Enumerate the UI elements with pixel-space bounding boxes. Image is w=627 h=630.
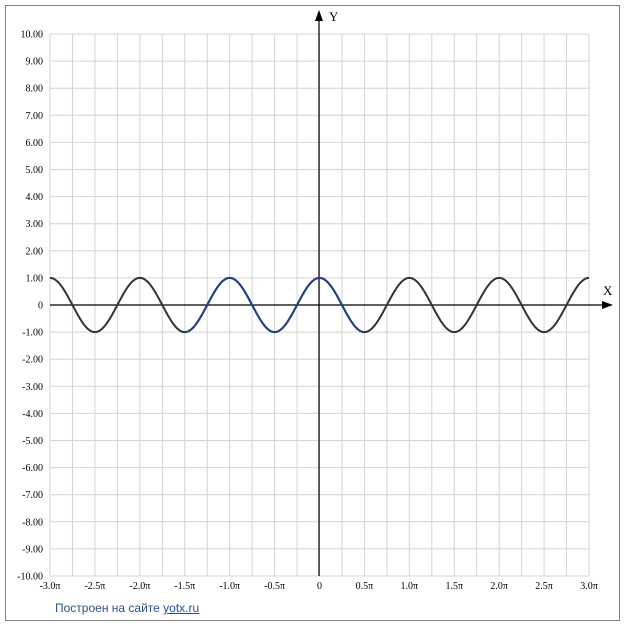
x-tick-label: 2.0π xyxy=(490,581,508,592)
y-tick-label: 5.00 xyxy=(26,165,44,176)
x-tick-label: 1.0π xyxy=(401,581,419,592)
y-tick-label: 7.00 xyxy=(26,111,44,122)
x-tick-label: 2.5π xyxy=(535,581,553,592)
credit-link[interactable]: yotx.ru xyxy=(163,601,200,615)
chart-plot: Y X 10.00 9.00 8.00 7.00 6.00 5.00 4.00 3.00 2.00 1… xyxy=(17,9,613,592)
y-axis-label: Y xyxy=(329,9,339,24)
series-line-highlight xyxy=(184,276,365,334)
y-tick-label: 9.00 xyxy=(26,57,44,68)
y-tick-label: -3.00 xyxy=(22,382,43,393)
y-tick-label: -5.00 xyxy=(22,436,43,447)
y-tick-label: -8.00 xyxy=(22,517,43,528)
x-tick-label: -2.0π xyxy=(129,581,150,592)
x-axis-label: X xyxy=(603,283,613,298)
x-tick-label: -1.0π xyxy=(219,581,240,592)
y-tick-label: -2.00 xyxy=(22,355,43,366)
y-tick-label: 8.00 xyxy=(26,84,44,95)
y-axis-arrow xyxy=(315,10,323,21)
y-tick-label: -6.00 xyxy=(22,463,43,474)
x-axis-arrow xyxy=(602,301,613,309)
credit-line: Построен на сайте yotx.ru xyxy=(55,601,199,615)
y-tick-label: 2.00 xyxy=(26,246,44,257)
credit-text: Построен на сайте xyxy=(55,601,164,615)
y-tick-label: -7.00 xyxy=(22,490,43,501)
y-tick-label: 6.00 xyxy=(26,138,44,149)
x-tick-label: -0.5π xyxy=(264,581,285,592)
x-tick-label: -1.5π xyxy=(174,581,195,592)
x-tick-label: -2.5π xyxy=(84,581,105,592)
y-tick-label: -1.00 xyxy=(22,328,43,339)
x-tick-label: 0 xyxy=(317,581,322,592)
y-tick-label: -9.00 xyxy=(22,544,43,555)
y-tick-label: 10.00 xyxy=(21,30,44,41)
y-tick-label: 3.00 xyxy=(26,219,44,230)
x-tick-label: 1.5π xyxy=(445,581,463,592)
y-tick-label: 4.00 xyxy=(26,192,44,203)
y-tick-label: 0 xyxy=(38,301,43,312)
chart-frame: Y X 10.00 9.00 8.00 7.00 6.00 5.00 4.00 3.00 2.00 1… xyxy=(5,5,620,621)
y-tick-label: 1.00 xyxy=(26,273,44,284)
x-tick-label: 3.0π xyxy=(580,581,598,592)
y-tick-label: -10.00 xyxy=(17,572,43,583)
x-tick-label: 0.5π xyxy=(356,581,374,592)
y-tick-label: -4.00 xyxy=(22,409,43,420)
x-tick-label: -3.0π xyxy=(40,581,61,592)
